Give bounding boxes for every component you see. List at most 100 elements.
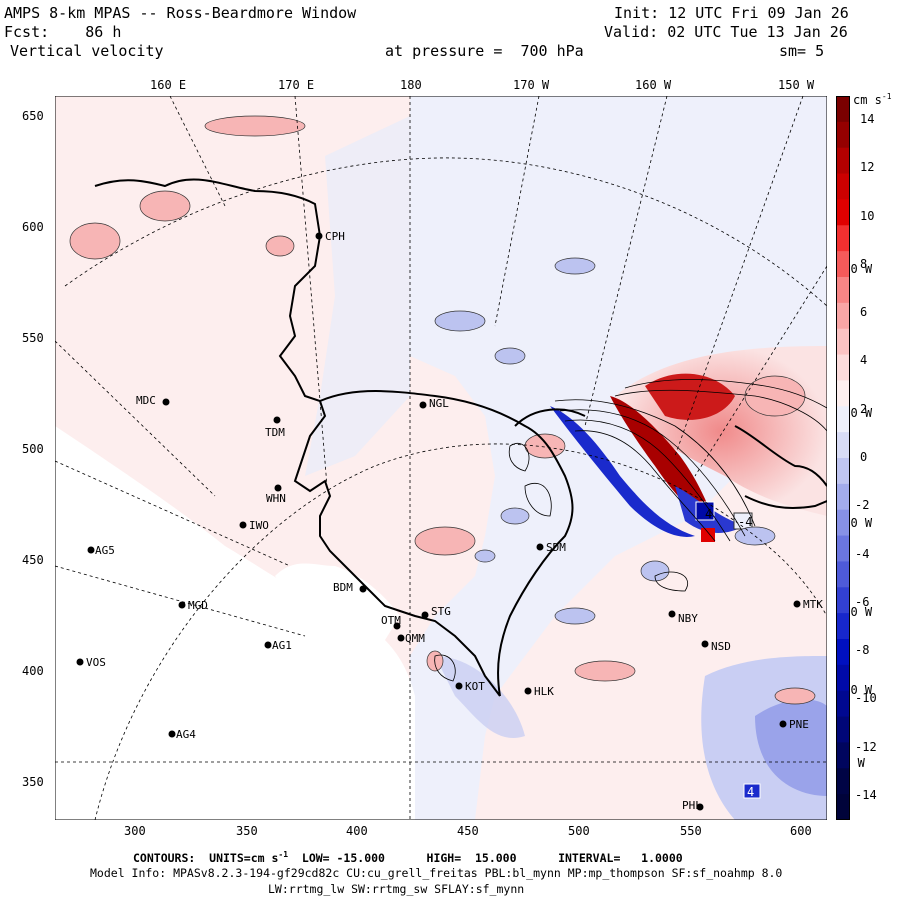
colorbar-swatch bbox=[836, 251, 850, 278]
station-marker bbox=[87, 546, 95, 554]
colorbar-swatch bbox=[836, 380, 850, 407]
ascent-blobs bbox=[69, 115, 816, 705]
station-label: STG bbox=[431, 605, 451, 618]
lon-label-top: 160 E bbox=[150, 78, 187, 92]
colorbar-swatch bbox=[836, 328, 850, 356]
x-tick-label: 600 bbox=[790, 824, 812, 838]
x-tick-label: 350 bbox=[236, 824, 258, 838]
station-marker bbox=[419, 401, 427, 409]
coastline bbox=[94, 178, 827, 697]
station-label: BDM bbox=[333, 581, 353, 594]
station-label: MGD bbox=[188, 599, 208, 612]
colorbar-swatch bbox=[836, 794, 850, 820]
colorbar-tick-label: 8 bbox=[860, 256, 868, 271]
weak-descent-region bbox=[410, 96, 827, 820]
colorbar bbox=[836, 96, 850, 820]
station-label: IWO bbox=[249, 519, 269, 532]
model-info: Model Info: MPASv8.2.3-194-gf29cd82c CU:… bbox=[90, 866, 783, 880]
station-marker bbox=[162, 398, 170, 406]
station-label: AG4 bbox=[176, 728, 196, 741]
y-tick-label: 450 bbox=[22, 553, 44, 567]
station-label: NBY bbox=[678, 612, 698, 625]
colorbar-swatch bbox=[836, 742, 850, 769]
station-marker bbox=[393, 622, 401, 630]
colorbar-swatch bbox=[836, 535, 850, 562]
station-label: MTK bbox=[803, 598, 823, 611]
station-marker bbox=[668, 610, 676, 618]
ascent-band bbox=[610, 396, 715, 526]
pressure-level: at pressure = 700 hPa bbox=[385, 42, 584, 60]
station-label: PHL bbox=[682, 799, 702, 812]
colorbar-swatch bbox=[836, 690, 850, 718]
colorbar-swatch bbox=[836, 354, 850, 381]
station-marker bbox=[421, 611, 429, 619]
station-label: WHN bbox=[266, 492, 286, 505]
contour-label: 4 bbox=[747, 785, 754, 799]
colorbar-swatch bbox=[836, 509, 850, 537]
lon-label-top: 170 W bbox=[513, 78, 550, 92]
fcst-label: Fcst: bbox=[4, 23, 50, 41]
contour-label: 4 bbox=[705, 507, 712, 521]
colorbar-swatch bbox=[836, 716, 850, 743]
station-label: MDC bbox=[136, 394, 156, 407]
lower-ice-white bbox=[275, 563, 400, 656]
station-marker bbox=[315, 232, 323, 240]
lon-label-top: 150 W bbox=[778, 78, 815, 92]
station-marker bbox=[397, 634, 405, 642]
lon-label-top: 170 E bbox=[278, 78, 315, 92]
station-marker bbox=[701, 640, 709, 648]
y-tick-label: 400 bbox=[22, 664, 44, 678]
colorbar-swatch bbox=[836, 121, 850, 149]
init-time: Init: 12 UTC Fri 09 Jan 26 bbox=[614, 4, 849, 22]
colorbar-tick-label: 4 bbox=[860, 353, 868, 368]
station-label: PNE bbox=[789, 718, 809, 731]
station-label: AG5 bbox=[95, 544, 115, 557]
y-tick-label: 350 bbox=[22, 775, 44, 789]
colorbar-swatch bbox=[836, 173, 850, 200]
station-marker bbox=[793, 600, 801, 608]
descent-box bbox=[695, 501, 715, 521]
colorbar-swatch bbox=[836, 664, 850, 692]
colorbar-tick-label: 2 bbox=[860, 401, 868, 416]
ice-shelf-descent bbox=[305, 116, 410, 476]
x-tick-label: 500 bbox=[568, 824, 590, 838]
colorbar-swatch bbox=[836, 225, 850, 252]
station-layer: CPH MDC NGL TDM WHN IWO AG5 SDM BDM MGD NBY MTK STG O… bbox=[76, 230, 823, 812]
ascent-core bbox=[645, 373, 735, 420]
colorbar-swatch bbox=[836, 277, 850, 304]
colorbar-tick-label: -10 bbox=[855, 691, 877, 706]
colorbar-tick-label: -6 bbox=[855, 594, 870, 609]
smoothing-label: sm= 5 bbox=[779, 42, 825, 60]
colorbar-swatch bbox=[836, 613, 850, 640]
station-marker bbox=[524, 687, 532, 695]
colorbar-swatch bbox=[836, 406, 850, 433]
station-label: AG1 bbox=[272, 639, 292, 652]
model-info-physics: LW:rrtmg_lw SW:rrtmg_sw SFLAY:sf_mynn bbox=[268, 882, 525, 896]
colorbar-swatch bbox=[836, 432, 850, 459]
y-tick-label: 600 bbox=[22, 220, 44, 234]
variable-label: Vertical velocity bbox=[10, 42, 164, 60]
station-label: NGL bbox=[429, 397, 449, 410]
y-tick-label: 500 bbox=[22, 442, 44, 456]
colorbar-swatch bbox=[836, 96, 850, 123]
colorbar-tick-label: 14 bbox=[860, 112, 875, 127]
station-marker bbox=[455, 682, 463, 690]
lon-label-top: 160 W bbox=[635, 78, 672, 92]
descent-patch-se-inner bbox=[755, 699, 827, 796]
descent-patch-coast bbox=[435, 656, 525, 738]
station-label: TDM bbox=[265, 426, 285, 439]
colorbar-tick-label: -4 bbox=[855, 546, 870, 561]
map-title: AMPS 8-km MPAS -- Ross-Beardmore Window bbox=[4, 4, 357, 22]
station-marker bbox=[696, 803, 704, 811]
station-marker bbox=[264, 641, 272, 649]
colorbar-swatch bbox=[836, 147, 850, 175]
station-label: SDM bbox=[546, 541, 566, 554]
ascent-max-box bbox=[701, 528, 715, 542]
station-marker bbox=[273, 416, 281, 424]
descent-box-3 bbox=[743, 783, 761, 799]
station-marker bbox=[536, 543, 544, 551]
x-tick-label: 550 bbox=[680, 824, 702, 838]
fcst-value: 86 h bbox=[85, 23, 122, 41]
x-tick-label: 300 bbox=[124, 824, 146, 838]
station-marker bbox=[274, 484, 282, 492]
